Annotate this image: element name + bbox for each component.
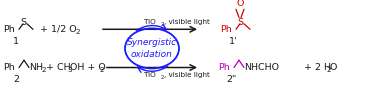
Text: S: S (20, 17, 26, 27)
Text: 2": 2" (226, 75, 236, 84)
Text: Ph: Ph (218, 63, 230, 72)
Text: + CH: + CH (46, 63, 71, 72)
Text: Synergistic: Synergistic (127, 38, 177, 46)
Text: 2: 2 (161, 22, 164, 27)
Text: NHCHO: NHCHO (244, 63, 279, 72)
Text: , visible light: , visible light (164, 72, 210, 78)
Text: S: S (237, 17, 243, 27)
Text: OH + O: OH + O (70, 63, 106, 72)
Text: TiO: TiO (144, 72, 156, 78)
Text: Ph: Ph (3, 63, 15, 72)
Text: Ph: Ph (3, 25, 15, 34)
Text: TiO: TiO (144, 19, 156, 25)
Text: 2: 2 (41, 67, 46, 73)
Text: 1': 1' (229, 37, 237, 46)
Text: 1: 1 (13, 37, 19, 46)
Text: 2: 2 (99, 67, 104, 73)
Text: 2: 2 (13, 75, 19, 84)
Text: + 2 H: + 2 H (304, 63, 331, 72)
Text: 3: 3 (67, 67, 71, 73)
Text: + 1/2 O: + 1/2 O (40, 25, 77, 34)
Text: Ph: Ph (220, 25, 232, 34)
Text: O: O (329, 63, 336, 72)
Text: 2: 2 (326, 67, 331, 73)
Text: 2: 2 (75, 29, 80, 35)
Text: , visible light: , visible light (164, 19, 210, 25)
Text: oxidation: oxidation (131, 50, 173, 59)
Text: O: O (236, 0, 244, 8)
Text: 2: 2 (161, 75, 164, 80)
Text: NH: NH (29, 63, 43, 72)
